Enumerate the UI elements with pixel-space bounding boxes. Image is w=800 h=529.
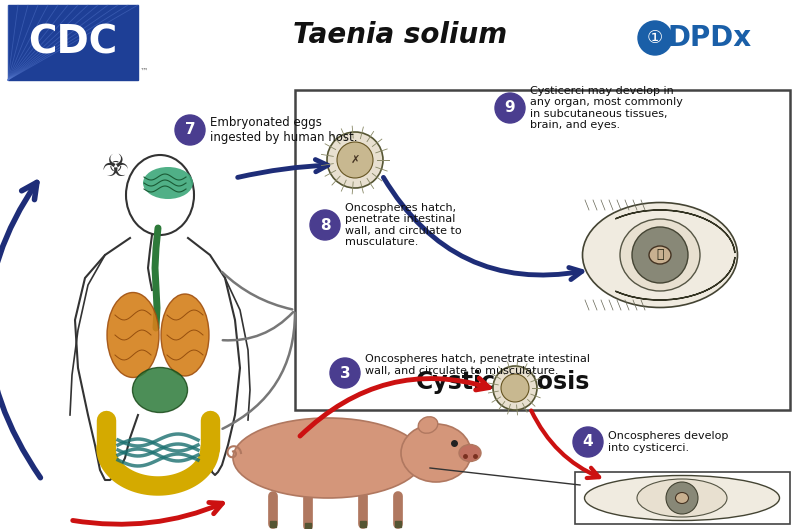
Text: ①: ① [647, 29, 663, 47]
Text: Cysticercosis: Cysticercosis [416, 370, 590, 394]
Ellipse shape [620, 219, 700, 291]
Text: Oncospheres hatch, penetrate intestinal
wall, and circulate to musculature.: Oncospheres hatch, penetrate intestinal … [365, 354, 590, 376]
Text: 𝒥: 𝒥 [656, 249, 664, 261]
Ellipse shape [133, 368, 187, 413]
Circle shape [493, 366, 537, 410]
Text: CDC: CDC [28, 23, 118, 61]
Text: DPDx: DPDx [668, 24, 752, 52]
Text: 9: 9 [505, 101, 515, 115]
Bar [295, 90, 790, 410]
Circle shape [638, 21, 672, 55]
Bar [575, 472, 790, 524]
Text: 4: 4 [582, 434, 594, 450]
Text: Cysticerci may develop in
any organ, most commonly
in subcutaneous tissues,
brai: Cysticerci may develop in any organ, mos… [530, 86, 683, 131]
Circle shape [327, 132, 383, 188]
Text: ™: ™ [140, 67, 148, 76]
Text: ☣: ☣ [102, 153, 129, 183]
Ellipse shape [107, 293, 159, 378]
Ellipse shape [233, 418, 423, 498]
Circle shape [501, 374, 529, 402]
Ellipse shape [401, 424, 471, 482]
Ellipse shape [649, 246, 671, 264]
Text: Embryonated eggs
ingested by human host.: Embryonated eggs ingested by human host. [210, 116, 358, 144]
Circle shape [310, 210, 340, 240]
Ellipse shape [418, 417, 438, 433]
Ellipse shape [582, 203, 738, 307]
Text: Oncospheres hatch,
penetrate intestinal
wall, and circulate to
musculature.: Oncospheres hatch, penetrate intestinal … [345, 203, 462, 248]
Circle shape [337, 142, 373, 178]
Circle shape [632, 227, 688, 283]
Circle shape [330, 358, 360, 388]
Circle shape [666, 482, 698, 514]
Ellipse shape [637, 479, 727, 517]
Text: Oncospheres develop
into cysticerci.: Oncospheres develop into cysticerci. [608, 431, 728, 453]
Ellipse shape [143, 167, 193, 199]
Circle shape [175, 115, 205, 145]
Circle shape [573, 427, 603, 457]
Circle shape [495, 93, 525, 123]
Text: Taenia solium: Taenia solium [293, 21, 507, 49]
Ellipse shape [585, 476, 779, 521]
Text: 8: 8 [320, 217, 330, 233]
Text: 3: 3 [340, 366, 350, 380]
Ellipse shape [161, 294, 209, 376]
Ellipse shape [675, 492, 689, 504]
Bar [8, 5, 138, 80]
Text: 7: 7 [185, 123, 195, 138]
Ellipse shape [459, 444, 481, 461]
Text: ✗: ✗ [350, 155, 360, 165]
